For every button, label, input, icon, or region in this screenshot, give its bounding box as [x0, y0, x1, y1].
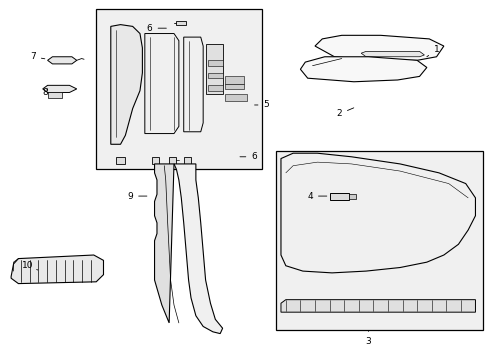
Polygon shape: [300, 57, 426, 82]
Text: 4: 4: [306, 192, 326, 201]
Polygon shape: [224, 76, 244, 84]
Polygon shape: [176, 21, 186, 24]
Polygon shape: [169, 157, 176, 164]
Text: 5: 5: [254, 100, 269, 109]
Polygon shape: [11, 255, 103, 284]
Polygon shape: [183, 37, 203, 132]
Polygon shape: [183, 157, 191, 164]
Bar: [276, 152, 482, 330]
Polygon shape: [174, 164, 222, 334]
Polygon shape: [47, 57, 77, 64]
Text: 6: 6: [146, 24, 166, 33]
Polygon shape: [281, 153, 474, 273]
Polygon shape: [152, 157, 159, 164]
Polygon shape: [47, 93, 62, 98]
Text: 2: 2: [336, 108, 353, 118]
Text: 3: 3: [365, 331, 370, 346]
Polygon shape: [205, 44, 222, 94]
Polygon shape: [116, 157, 125, 164]
Polygon shape: [207, 85, 222, 91]
Polygon shape: [329, 193, 348, 200]
Text: 8: 8: [42, 88, 48, 97]
Polygon shape: [207, 73, 222, 78]
Polygon shape: [348, 194, 356, 199]
Polygon shape: [224, 94, 246, 102]
Text: 6: 6: [240, 152, 257, 161]
Polygon shape: [281, 300, 474, 312]
Text: 9: 9: [127, 192, 146, 201]
Polygon shape: [314, 35, 443, 60]
Text: 1: 1: [426, 45, 439, 57]
Polygon shape: [361, 51, 424, 57]
Bar: [96, 9, 261, 169]
Polygon shape: [154, 164, 174, 323]
Polygon shape: [42, 85, 77, 93]
Text: 7: 7: [30, 52, 45, 61]
Polygon shape: [207, 60, 222, 66]
Polygon shape: [111, 24, 142, 144]
Text: 10: 10: [22, 261, 38, 270]
Polygon shape: [144, 33, 179, 134]
Polygon shape: [224, 84, 244, 89]
